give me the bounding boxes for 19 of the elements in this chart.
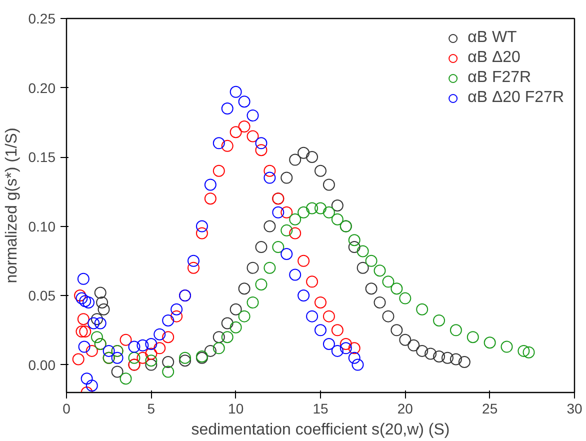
y-tick-label: 0.05 — [28, 288, 56, 304]
y-axis-title: normalized g(s*) (1/S) — [3, 128, 20, 284]
x-axis-title: sedimentation coefficient s(20,w) (S) — [191, 422, 450, 438]
legend-label: αB Δ20 F27R — [468, 89, 564, 107]
y-tick-label: 0.15 — [28, 149, 56, 166]
x-tick-label: 5 — [147, 400, 156, 416]
legend-label: αB WT — [468, 29, 517, 47]
x-tick-label: 15 — [312, 400, 328, 416]
x-tick-label: 10 — [228, 400, 244, 416]
x-tick-label: 0 — [62, 400, 71, 416]
x-tick-label: 25 — [482, 400, 498, 416]
legend-label: αB F27R — [468, 69, 532, 87]
y-tick-label: 0.25 — [28, 10, 56, 26]
legend-label: αB Δ20 — [468, 49, 520, 67]
x-tick-label: 30 — [566, 400, 582, 416]
y-tick-label: 0.10 — [28, 218, 56, 234]
x-tick-label: 20 — [397, 400, 414, 416]
y-tick-label: 0.00 — [28, 356, 56, 373]
y-tick-label: 0.20 — [28, 80, 56, 96]
